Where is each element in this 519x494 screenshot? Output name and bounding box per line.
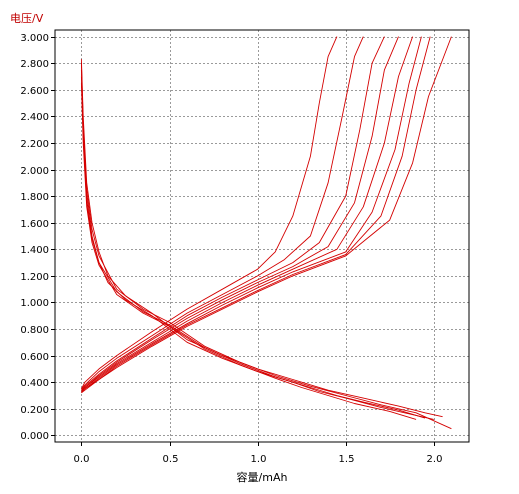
series-line-discharge-2 — [80, 63, 452, 430]
y-tick-label: 2.800 — [20, 59, 49, 70]
series-line-discharge-0 — [80, 59, 443, 418]
series-line-charge-12 — [81, 36, 452, 394]
x-tick-label: 1.0 — [251, 454, 267, 465]
series-line-charge-6 — [81, 36, 364, 390]
y-tick-label: 1.400 — [20, 245, 49, 256]
x-tick-label: 0.5 — [163, 454, 179, 465]
y-tick-label: 0.400 — [20, 378, 49, 389]
y-tick-label: 2.400 — [20, 112, 49, 123]
y-tick-label: 0.600 — [20, 352, 49, 363]
y-tick-label: 0.200 — [20, 405, 49, 416]
series-line-charge-7 — [81, 36, 385, 391]
y-axis-ticks: 0.000 0.200 0.400 0.600 0.800 1.000 1.200 1.400… — [20, 33, 55, 442]
x-tick-label: 0.0 — [74, 454, 90, 465]
y-tick-label: 2.000 — [20, 166, 49, 177]
series-line-discharge-4 — [80, 83, 417, 420]
series-layer — [80, 36, 452, 430]
y-tick-label: 1.200 — [20, 272, 49, 283]
series-line-charge-5 — [81, 36, 338, 390]
series-line-charge-8 — [81, 36, 399, 391]
x-tick-label: 2.0 — [427, 454, 443, 465]
series-line-discharge-3 — [80, 76, 426, 419]
y-tick-label: 1.800 — [20, 192, 49, 203]
series-line-discharge-1 — [80, 69, 434, 420]
y-tick-label: 1.600 — [20, 219, 49, 230]
x-axis-ticks: 0.0 0.5 1.0 1.5 2.0 — [74, 442, 443, 465]
y-tick-label: 1.000 — [20, 298, 49, 309]
y-tick-label: 0.000 — [20, 431, 49, 442]
y-tick-label: 3.000 — [20, 33, 49, 44]
x-tick-label: 1.5 — [339, 454, 355, 465]
y-tick-label: 0.800 — [20, 325, 49, 336]
series-line-charge-9 — [81, 36, 414, 392]
grid — [55, 30, 469, 442]
x-axis-label: 容量/mAh — [237, 470, 288, 484]
y-tick-label: 2.600 — [20, 86, 49, 97]
plot-frame — [54, 29, 470, 443]
series-line-charge-10 — [81, 36, 422, 392]
y-axis-label: 电压/V — [10, 12, 44, 25]
y-tick-label: 2.200 — [20, 139, 49, 150]
